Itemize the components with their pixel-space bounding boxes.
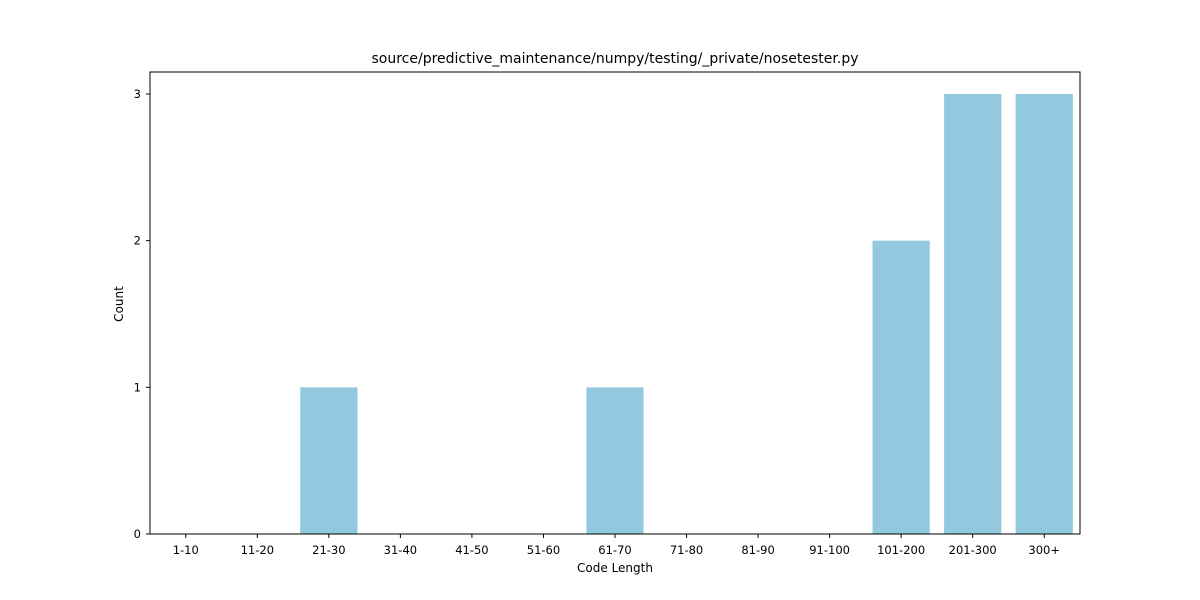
x-tick-label-81-90: 81-90	[741, 543, 774, 557]
bar-61-70	[586, 387, 644, 534]
x-tick-label-71-80: 71-80	[670, 543, 703, 557]
y-axis-label: Count	[112, 286, 126, 322]
x-tick-label-11-20: 11-20	[241, 543, 274, 557]
y-tick-label-0: 0	[134, 527, 141, 541]
x-tick-label-300+: 300+	[1028, 543, 1060, 557]
x-tick-label-101-200: 101-200	[877, 543, 925, 557]
bar-300+	[1015, 94, 1073, 534]
bar-101-200	[872, 240, 930, 535]
x-tick-label-1-10: 1-10	[173, 543, 199, 557]
y-tick-label-2: 2	[134, 234, 141, 248]
bar-201-300	[944, 94, 1002, 534]
plot-area: 1-10 11-20 21-30 31-40 41-50 51-60 61-70 71-80 8…	[134, 71, 1081, 557]
x-tick-label-31-40: 31-40	[384, 543, 417, 557]
chart-title: source/predictive_maintenance/numpy/test…	[371, 51, 858, 67]
x-tick-label-61-70: 61-70	[598, 543, 631, 557]
y-tick-label-1: 1	[134, 380, 141, 394]
y-tick-label-3: 3	[134, 87, 141, 101]
x-tick-label-41-50: 41-50	[455, 543, 488, 557]
x-tick-label-201-300: 201-300	[949, 543, 997, 557]
bar-21-30	[300, 387, 358, 534]
x-axis-label: Code Length	[577, 561, 653, 575]
x-tick-label-21-30: 21-30	[312, 543, 345, 557]
x-tick-label-91-100: 91-100	[809, 543, 850, 557]
x-tick-label-51-60: 51-60	[527, 543, 560, 557]
